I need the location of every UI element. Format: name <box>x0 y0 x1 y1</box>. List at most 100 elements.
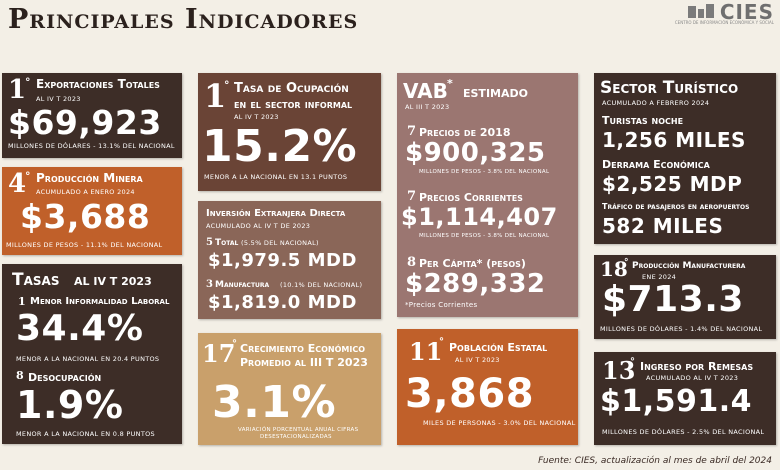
rank-number: 8 <box>407 255 417 270</box>
logo-subtitle: CENTRO DE INFORMACIÓN ECONÓMICA Y SOCIAL <box>674 20 774 25</box>
card-label: Tasa de Ocupación <box>234 81 349 96</box>
rank-number: 3 <box>206 279 213 290</box>
card-note: MILLONES DE PESOS - 11.1% DEL NACIONAL <box>6 241 163 249</box>
card-note: MILLONES DE DÓLARES - 2.5% DEL NACIONAL <box>602 428 765 436</box>
rank-degree: ° <box>630 357 635 368</box>
fdi-manufactura-label: Manufactura <box>215 280 270 290</box>
card-title: Inversión Extranjera Directa <box>206 208 346 219</box>
rank-number: 18 <box>600 257 628 281</box>
card-vab: VAB * estimado AL III T 2023 7 Precios d… <box>397 73 578 317</box>
rank-number: 1 <box>18 295 26 308</box>
card-note: MILLONES DE DÓLARES - 13.1% DEL NACIONAL <box>8 142 175 150</box>
card-ingreso-remesas: 13 ° Ingreso por Remesas ACUMULADO AL IV… <box>594 352 776 445</box>
card-label: Ingreso por Remesas <box>640 360 754 373</box>
card-period: AL III T 2023 <box>405 103 450 111</box>
card-period: ACUMULADO A ENERO 2024 <box>36 188 135 196</box>
card-title: VAB <box>403 79 448 103</box>
card-label: Producción Minera <box>36 171 143 185</box>
vab-footnote: *Precios Corrientes <box>405 301 478 309</box>
rank-degree: ° <box>224 79 230 92</box>
tourism-spend-label: Derrama Económica <box>602 158 710 171</box>
card-note: MENOR A LA NACIONAL EN 13.1 PUNTOS <box>204 173 348 181</box>
tourism-nights-value: 1,256 MILES <box>602 128 746 152</box>
fdi-total-note: (5.5% DEL NACIONAL) <box>241 239 319 247</box>
tourism-air-label: Tráfico de pasajeros en aeropuertos <box>602 202 750 211</box>
rate-note: MENOR A LA NACIONAL EN 0.8 PUNTOS <box>16 430 155 438</box>
card-value: 15.2% <box>202 121 358 172</box>
card-note: MILLONES DE DÓLARES - 1.4% DEL NACIONAL <box>600 325 763 333</box>
card-label-2: en el sector informal <box>234 97 353 111</box>
vab-value: $1,114,407 <box>401 203 558 231</box>
rank-number: 11 <box>409 337 443 366</box>
card-tasas: Tasas AL IV T 2023 1 Menor Informalidad … <box>2 264 182 444</box>
card-period: AL IV T 2023 <box>36 95 81 103</box>
card-label: Exportaciones Totales <box>36 77 160 91</box>
rank-number: 1 <box>204 77 227 115</box>
rank-number: 7 <box>407 124 417 139</box>
card-value: $69,923 <box>8 103 162 142</box>
card-note: MILES DE PERSONAS - 3.0% DEL NACIONAL <box>423 419 576 427</box>
card-period: AL IV T 2023 <box>455 356 500 364</box>
rate-value: 34.4% <box>16 308 144 349</box>
tourism-air-value: 582 MILES <box>602 214 724 238</box>
card-produccion-minera: 4 ° Producción Minera ACUMULADO A ENERO … <box>2 167 182 255</box>
fdi-manufactura-value: $1,819.0 MDD <box>208 292 357 313</box>
card-period: AL IV T 2023 <box>74 275 152 288</box>
card-period: ACUMULADO A FEBRERO 2024 <box>602 99 710 107</box>
rank-number: 1 <box>8 75 27 105</box>
rank-number: 8 <box>16 369 24 382</box>
card-title: Tasas <box>12 270 60 290</box>
rank-number: 17 <box>202 339 236 368</box>
rank-number: 7 <box>407 189 417 204</box>
card-value: $713.3 <box>602 279 744 320</box>
card-period: ENE 2024 <box>642 273 677 281</box>
card-note: VARIACIÓN PORCENTUAL ANUAL CIFRAS <box>238 427 359 433</box>
card-title-sup: * <box>447 77 453 90</box>
vab-label: Precios de 2018 <box>419 126 511 139</box>
rank-degree: ° <box>25 76 31 89</box>
card-value: 3.1% <box>212 377 337 428</box>
card-exportaciones: 1 ° Exportaciones Totales AL IV T 2023 $… <box>2 73 182 158</box>
rank-number: 4 <box>8 169 27 199</box>
rank-degree: ° <box>25 170 31 183</box>
rate-value: 1.9% <box>16 383 124 427</box>
vab-note: MILLONES DE PESOS - 3.8% DEL NACIONAL <box>419 233 550 239</box>
logo-text: CIES <box>719 0 774 24</box>
fdi-total-value: $1,979.5 MDD <box>208 250 357 271</box>
rank-degree: ° <box>232 339 237 350</box>
rank-degree: ° <box>624 258 629 268</box>
rate-note: MENOR A LA NACIONAL EN 20.4 PUNTOS <box>16 355 160 363</box>
cies-logo: CIES <box>687 0 774 24</box>
vab-label: Precios Corrientes <box>419 191 523 204</box>
fdi-manufactura-note: (10.1% DEL NACIONAL) <box>280 281 363 289</box>
page-title: Principales Indicadores <box>8 4 359 35</box>
card-period: AL IV T 2023 <box>234 113 279 121</box>
card-poblacion-estatal: 11 ° Población Estatal AL IV T 2023 3,86… <box>397 329 578 445</box>
card-sector-turistico: Sector Turístico ACUMULADO A FEBRERO 202… <box>594 73 776 244</box>
source-footer: Fuente: CIES, actualización al mes de ab… <box>538 456 772 466</box>
card-label: Población Estatal <box>449 341 548 354</box>
card-value: $3,688 <box>20 197 151 236</box>
rank-number: 13 <box>602 356 636 385</box>
card-crecimiento-economico: 17 ° Crecimiento Económico Promedio al I… <box>198 333 381 445</box>
card-value: $1,591.4 <box>600 384 753 419</box>
card-inversion-extranjera: Inversión Extranjera Directa ACUMULADO A… <box>198 201 381 319</box>
card-title-2: estimado <box>463 82 528 101</box>
card-label: Crecimiento Económico <box>240 342 366 355</box>
rate-label: Menor Informalidad Laboral <box>30 296 170 307</box>
card-period: ACUMULADO AL IV T 2023 <box>646 374 739 382</box>
fdi-total-label: Total <box>215 238 239 248</box>
tourism-spend-value: $2,525 MDP <box>602 172 743 196</box>
rank-degree: ° <box>439 337 444 348</box>
card-label: Producción Manufacturera <box>632 261 746 271</box>
vab-label: Per Cápita* (pesos) <box>419 257 526 270</box>
tourism-nights-label: Turistas noche <box>602 114 684 127</box>
card-title: Sector Turístico <box>600 78 739 98</box>
card-period: ACUMULADO AL IV T DE 2023 <box>206 222 311 230</box>
card-label-2: Promedio al III T 2023 <box>240 356 368 369</box>
card-tasa-ocupacion-informal: 1 ° Tasa de Ocupación en el sector infor… <box>198 73 381 191</box>
card-value: 3,868 <box>405 371 535 417</box>
vab-value: $900,325 <box>405 138 546 168</box>
vab-note: MILLONES DE PESOS - 3.8% DEL NACIONAL <box>419 169 550 175</box>
cies-logo-icon <box>687 4 716 20</box>
